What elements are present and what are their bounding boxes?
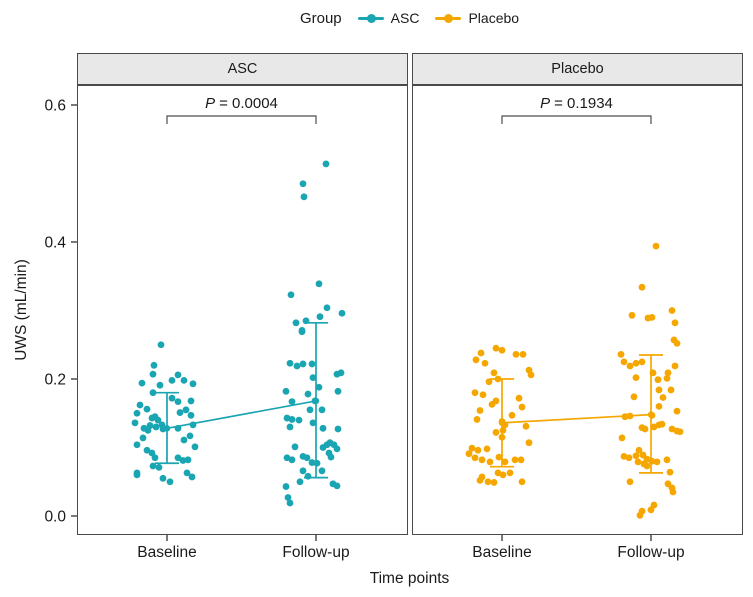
facet-panel-placebo [412,85,743,535]
legend-title: Group [299,9,342,27]
y-axis-title: UWS (mL/min) [13,259,30,361]
x-tick-label: Baseline [472,544,531,561]
x-tick-label: Follow-up [617,544,684,561]
x-axis-title: Time points [369,570,450,587]
y-tick-label: 0.0 [44,509,66,526]
line-dot-icon [357,13,384,23]
facet-strip-asc: ASC [77,53,408,85]
facet-strip-label: ASC [227,61,258,77]
chart-legend: Group ASC Placebo [77,6,742,30]
line-dot-icon [435,13,462,23]
y-tick-label: 0.2 [44,372,66,389]
facet-strip-placebo: Placebo [412,53,743,85]
legend-label-placebo: Placebo [468,10,520,26]
legend-label-asc: ASC [390,10,420,26]
legend-item-placebo: Placebo [435,10,519,26]
legend-item-asc: ASC [357,10,420,26]
legend-dot-swatch [444,13,454,23]
x-tick-label: Baseline [137,544,196,561]
legend-dot-swatch [366,13,376,23]
y-tick-label: 0.4 [44,235,66,252]
x-tick-label: Follow-up [282,544,349,561]
y-tick-label: 0.6 [44,98,66,115]
facet-panel-asc [77,85,408,535]
facet-strip-label: Placebo [551,61,604,77]
